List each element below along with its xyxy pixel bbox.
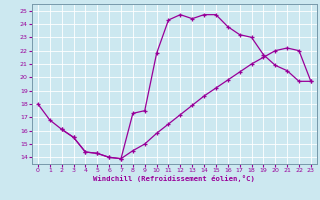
X-axis label: Windchill (Refroidissement éolien,°C): Windchill (Refroidissement éolien,°C) (93, 175, 255, 182)
